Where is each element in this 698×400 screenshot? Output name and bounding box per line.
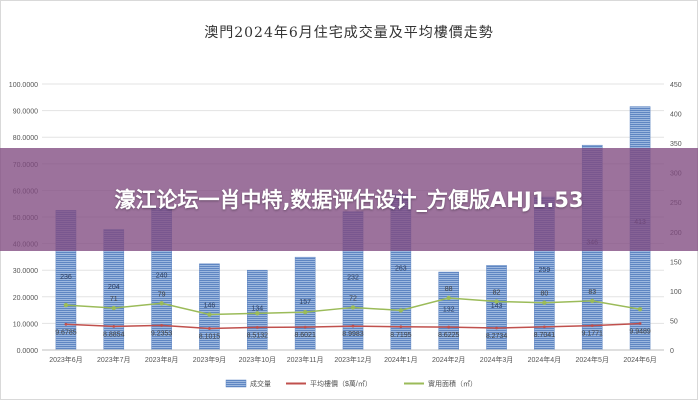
x-tick-label: 2023年10月 <box>239 355 276 364</box>
series-point <box>495 326 498 330</box>
line-data-label: 9.1771 <box>582 331 604 338</box>
y-left-tick-label: 10.0000 <box>13 321 38 328</box>
y-left-tick-label: 90.0000 <box>13 109 38 116</box>
series-point <box>637 307 643 312</box>
bar-data-label: 236 <box>60 274 72 281</box>
x-tick-label: 2023年11月 <box>287 355 324 364</box>
bar-data-label: 157 <box>299 299 311 306</box>
y-right-tick-label: 450 <box>670 82 682 89</box>
x-tick-label: 2024年4月 <box>528 355 561 364</box>
line-data-label: 9.9489 <box>629 329 651 336</box>
series-point <box>63 302 69 308</box>
legend-label: 成交量 <box>250 379 271 388</box>
y-right-tick-label: 150 <box>670 259 682 266</box>
x-tick-label: 2023年7月 <box>97 355 130 364</box>
y-left-tick-label: 100.0000 <box>9 82 38 89</box>
x-tick-label: 2024年6月 <box>623 355 656 364</box>
y-right-tick-label: 400 <box>670 112 682 119</box>
line-data-label: 9.2353 <box>151 330 173 337</box>
line-data-label: 83 <box>588 289 596 296</box>
series-point <box>542 325 546 329</box>
y-right-tick-label: 350 <box>670 141 682 148</box>
series-point <box>351 324 355 328</box>
bar-data-label: 134 <box>251 306 263 313</box>
line-data-label: 8.5132 <box>247 332 269 339</box>
series-point <box>638 322 642 325</box>
series-point <box>207 312 212 317</box>
bar-data-label: 143 <box>491 303 503 310</box>
series-point <box>303 325 307 329</box>
line-data-label: 8.1015 <box>199 333 221 340</box>
x-tick-label: 2023年9月 <box>193 355 226 364</box>
series-point <box>111 305 116 311</box>
series-point <box>160 324 164 327</box>
line-data-label: 9.6785 <box>55 329 77 336</box>
x-tick-label: 2024年3月 <box>480 355 513 364</box>
chart-title: 澳門2024年6月住宅成交量及平均樓價走勢 <box>204 25 494 41</box>
series-point <box>447 325 451 329</box>
x-tick-label: 2023年6月 <box>49 355 82 364</box>
x-tick-label: 2023年8月 <box>145 355 178 364</box>
y-left-tick-label: 0.0000 <box>17 348 39 355</box>
bar-data-label: 232 <box>347 275 359 282</box>
series-point <box>208 327 211 330</box>
line-data-label: 8.7195 <box>390 332 412 339</box>
legend-label: 平均樓價（$萬/㎡） <box>310 379 372 388</box>
series-point <box>590 298 595 304</box>
series-point <box>255 311 260 316</box>
series-point <box>302 309 308 315</box>
series-point <box>398 308 404 313</box>
line-data-label: 8.9983 <box>342 331 364 338</box>
bar-data-label: 146 <box>204 302 216 309</box>
series-point <box>399 325 403 329</box>
x-tick-label: 2024年2月 <box>432 355 465 364</box>
y-left-tick-label: 30.0000 <box>13 268 38 275</box>
line-data-label: 79 <box>158 291 166 298</box>
x-tick-label: 2024年5月 <box>575 355 608 364</box>
series-point <box>112 324 116 328</box>
line-data-label: 8.8854 <box>103 331 125 338</box>
line-data-label: 82 <box>493 290 501 297</box>
y-left-tick-label: 80.0000 <box>13 135 38 142</box>
bar-data-label: 263 <box>395 266 407 273</box>
legend-swatch <box>225 379 247 388</box>
line-data-label: 8.7041 <box>534 332 556 339</box>
y-right-tick-label: 50 <box>670 318 678 325</box>
series-point <box>64 322 68 326</box>
y-left-tick-label: 20.0000 <box>13 295 38 302</box>
line-data-label: 8.2734 <box>486 333 508 340</box>
banner-headline: 濠江论坛一肖中特,数据评估设计_方便版AHJ1.53 <box>114 187 584 212</box>
line-data-label: 88 <box>445 286 453 293</box>
bar-data-label: 204 <box>108 284 120 291</box>
line-data-label: 71 <box>110 296 118 303</box>
series-point <box>350 305 356 310</box>
overlay-banner: 濠江论坛一肖中特,数据评估设计_方便版AHJ1.53 <box>0 148 698 251</box>
line-data-label: 80 <box>540 291 548 298</box>
bar-data-label: 132 <box>443 307 455 314</box>
line-data-label: 8.6021 <box>294 332 316 339</box>
y-right-tick-label: 0 <box>670 348 674 355</box>
series-point <box>446 295 451 301</box>
line-data-label: 72 <box>349 295 357 302</box>
x-tick-label: 2024年1月 <box>384 355 417 364</box>
legend-label: 實用面積（㎡） <box>428 379 477 388</box>
x-tick-label: 2023年12月 <box>334 355 371 364</box>
series-point <box>494 299 499 304</box>
series-point <box>590 324 594 327</box>
series-point <box>542 300 547 305</box>
bar-data-label: 259 <box>539 267 551 274</box>
y-right-tick-label: 100 <box>670 289 682 296</box>
line-data-label: 8.6225 <box>438 332 460 339</box>
series-point <box>159 301 164 306</box>
series-point <box>255 325 259 329</box>
bar-data-label: 240 <box>156 273 168 280</box>
